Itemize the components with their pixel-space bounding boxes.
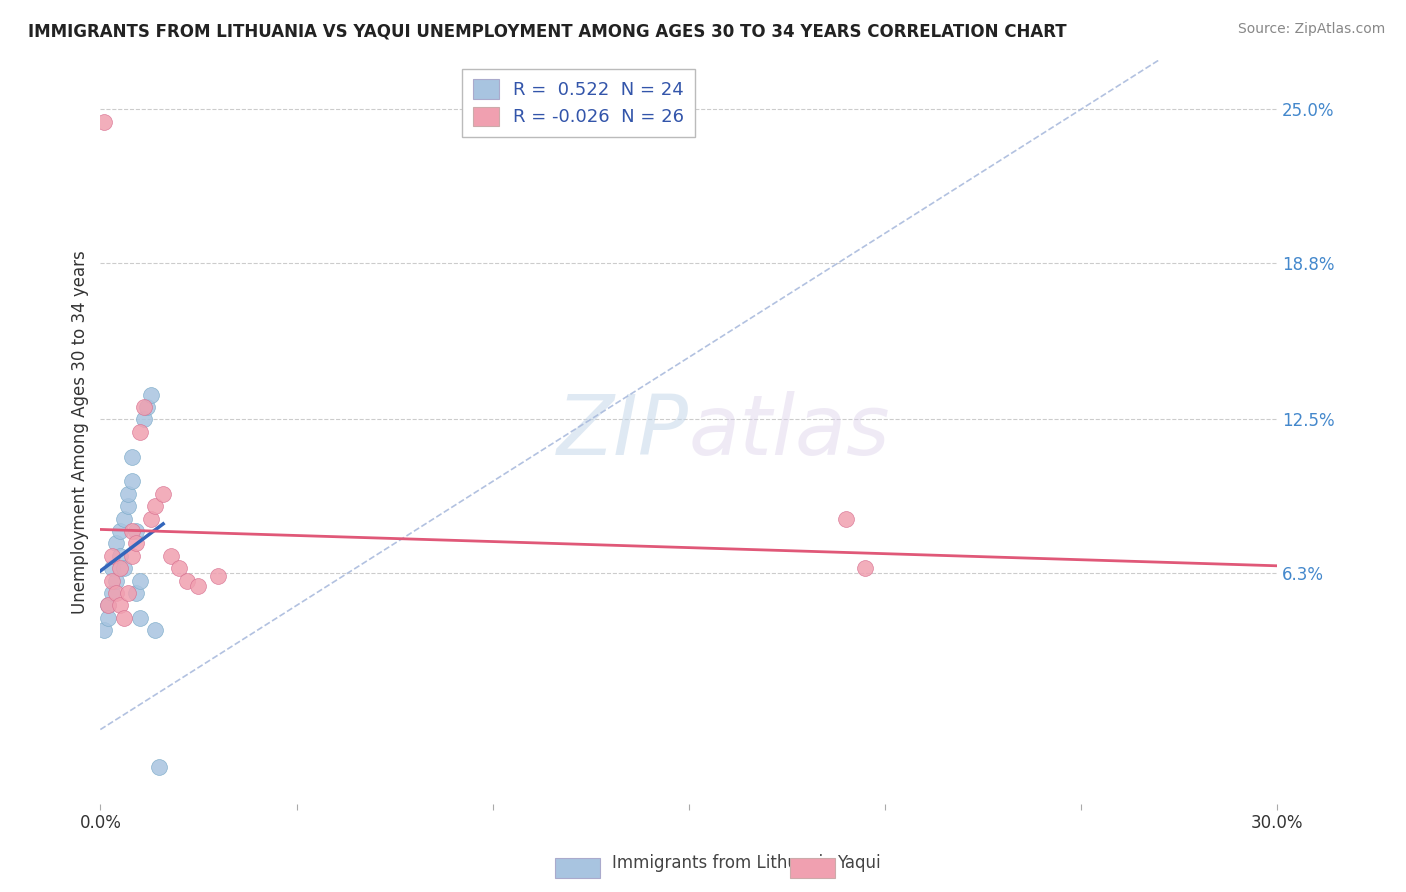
Point [176,574,198,588]
Point [101,549,124,563]
Text: Immigrants from Lithuania: Immigrants from Lithuania [612,855,832,872]
Text: ZIP: ZIP [557,392,689,472]
Point [101,561,124,575]
Point [93,624,115,638]
Point [128,425,150,439]
Point [108,549,131,563]
Point [121,524,143,538]
Text: Source: ZipAtlas.com: Source: ZipAtlas.com [1237,22,1385,37]
Point [121,549,143,563]
Point [97,599,120,613]
Text: IMMIGRANTS FROM LITHUANIA VS YAQUI UNEMPLOYMENT AMONG AGES 30 TO 34 YEARS CORREL: IMMIGRANTS FROM LITHUANIA VS YAQUI UNEMP… [28,22,1067,40]
Point [136,400,159,414]
Point [187,579,209,593]
Point [101,574,124,588]
Point [167,561,190,575]
Point [141,511,163,525]
Point [108,599,131,613]
Text: atlas: atlas [689,392,890,472]
Point [112,611,135,625]
Point [132,400,155,414]
Point [121,475,143,489]
Point [105,536,128,550]
Point [128,611,150,625]
Y-axis label: Unemployment Among Ages 30 to 34 years: Unemployment Among Ages 30 to 34 years [72,250,89,614]
Point [143,500,166,514]
Point [132,412,155,426]
Point [97,611,120,625]
Point [124,536,146,550]
Point [207,568,229,582]
Point [835,511,858,525]
Point [101,586,124,600]
Point [141,387,163,401]
Point [128,574,150,588]
Point [143,624,166,638]
Legend: R =  0.522  N = 24, R = -0.026  N = 26: R = 0.522 N = 24, R = -0.026 N = 26 [463,69,695,137]
Point [152,487,174,501]
Point [112,511,135,525]
Point [853,561,876,575]
Point [97,599,120,613]
Point [117,586,139,600]
Point [117,487,139,501]
Point [108,561,131,575]
Point [108,524,131,538]
Point [117,500,139,514]
Point [160,549,183,563]
Point [93,114,115,128]
Point [112,561,135,575]
Point [148,760,170,774]
Point [124,524,146,538]
Point [105,574,128,588]
Text: Yaqui: Yaqui [837,855,880,872]
Point [121,450,143,464]
Point [105,586,128,600]
Point [124,586,146,600]
